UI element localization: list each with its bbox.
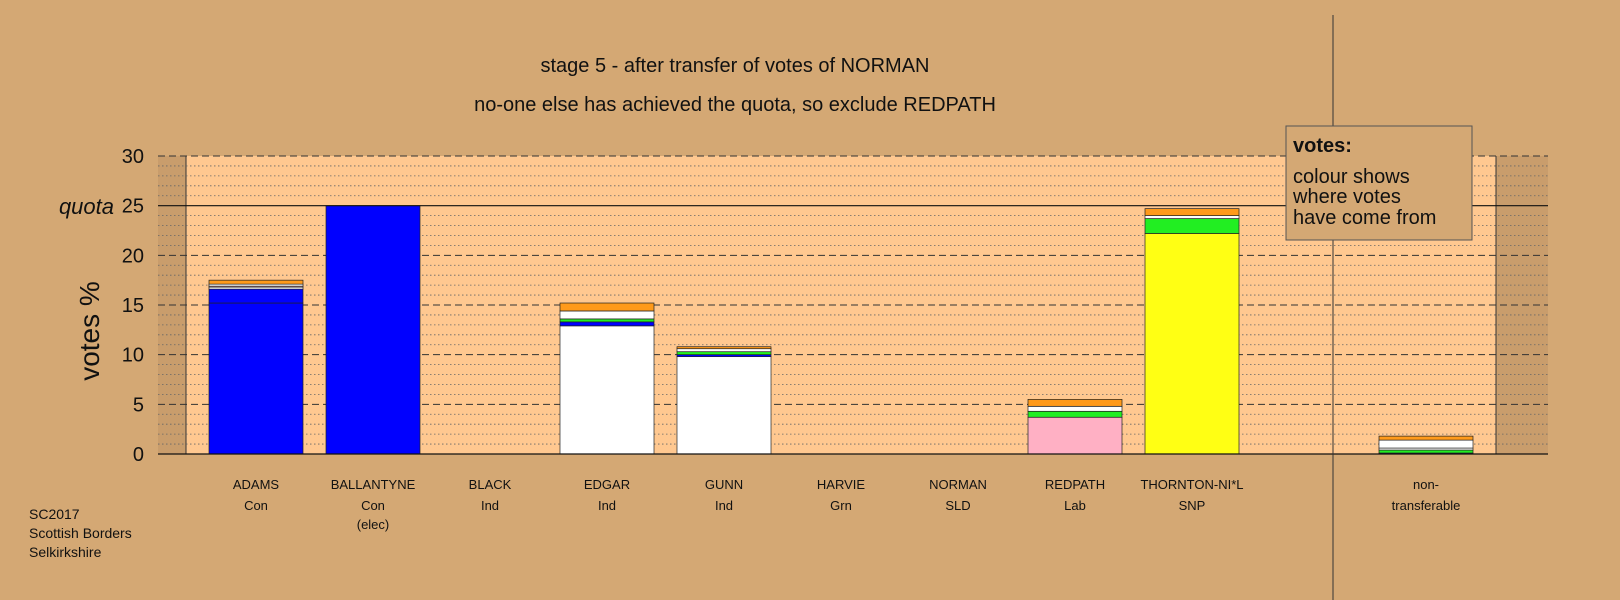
bars <box>208 205 1474 455</box>
candidate-labels: ADAMS Con BALLANTYNE Con (elec) BLACK Ind EDGAR… <box>233 477 1460 532</box>
bar-segment <box>208 288 304 304</box>
y-tick-label: 25 <box>122 196 144 218</box>
candidate-party: Lab <box>1064 498 1086 513</box>
bar-segment <box>1027 405 1123 412</box>
footnote: SC2017 Scottish Borders Selkirkshire <box>29 505 132 562</box>
candidate-party: transferable <box>1392 498 1461 513</box>
footnote-line-2: Scottish Borders <box>29 525 132 541</box>
y-tick-label: 5 <box>133 394 144 416</box>
legend-line-3: have come from <box>1293 207 1436 229</box>
bar-segment <box>559 302 655 312</box>
legend-frame <box>1285 125 1473 241</box>
candidate-name: REDPATH <box>1045 477 1105 492</box>
candidate-party: Con <box>361 498 385 513</box>
bar-segment <box>325 205 421 455</box>
bar-segment <box>1144 233 1240 455</box>
bar-segment <box>559 318 655 323</box>
bar-segment <box>676 351 772 356</box>
bar-segment <box>676 356 772 455</box>
y-tick-label: 30 <box>122 146 144 168</box>
y-axis-label: votes % <box>74 281 105 381</box>
footnote-line-3: Selkirkshire <box>29 544 102 560</box>
candidate-name: non- <box>1413 477 1439 492</box>
legend-box: votes: colour shows where votes have com… <box>1285 125 1473 241</box>
bar-segment <box>559 325 655 455</box>
candidate-note: (elec) <box>357 517 390 532</box>
candidate-name: BLACK <box>469 477 512 492</box>
quota-label: quota <box>59 194 114 219</box>
bar-segment <box>1027 410 1123 418</box>
y-tick-labels: 0 5 10 15 20 25 30 <box>122 146 144 466</box>
y-tick-label: 10 <box>122 345 144 367</box>
chart-title: stage 5 - after transfer of votes of NOR… <box>540 55 929 77</box>
bar-segment <box>559 310 655 320</box>
bar-segment <box>1378 449 1474 454</box>
candidate-name: ADAMS <box>233 477 280 492</box>
legend-title: votes: <box>1293 135 1352 157</box>
y-tick-label: 0 <box>133 444 144 466</box>
bar-segment <box>676 346 772 350</box>
candidate-name: BALLANTYNE <box>331 477 416 492</box>
bar-segment <box>676 348 772 353</box>
bar-segment <box>1027 399 1123 407</box>
candidate-party: Ind <box>715 498 733 513</box>
candidate-name: EDGAR <box>584 477 630 492</box>
candidate-name: GUNN <box>705 477 743 492</box>
candidate-party: Ind <box>598 498 616 513</box>
bar-segment <box>1027 416 1123 455</box>
bar-segment <box>1144 208 1240 216</box>
candidate-name: NORMAN <box>929 477 987 492</box>
bar-segment <box>1144 218 1240 234</box>
chart-subtitle: no-one else has achieved the quota, so e… <box>474 94 996 116</box>
footnote-line-1: SC2017 <box>29 506 80 522</box>
bar-segment <box>208 279 304 285</box>
bar-segment <box>208 302 304 455</box>
candidate-party: SNP <box>1179 498 1206 513</box>
legend-line-2: where votes <box>1292 186 1401 208</box>
candidate-name: HARVIE <box>817 477 865 492</box>
legend-line-1: colour shows <box>1293 166 1410 188</box>
bar-segment <box>1378 439 1474 449</box>
candidate-party: SLD <box>945 498 970 513</box>
candidate-name: THORNTON-NI*L <box>1140 477 1243 492</box>
candidate-party: Con <box>244 498 268 513</box>
bar-segment <box>1378 435 1474 441</box>
y-tick-label: 15 <box>122 295 144 317</box>
y-tick-label: 20 <box>122 245 144 267</box>
candidate-party: Grn <box>830 498 852 513</box>
bar-segment <box>559 321 655 327</box>
bar-segment <box>1144 215 1240 219</box>
candidate-party: Ind <box>481 498 499 513</box>
